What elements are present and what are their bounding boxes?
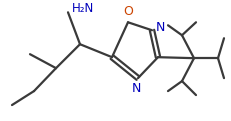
Text: N: N [155, 21, 165, 34]
Text: H₂N: H₂N [72, 2, 94, 15]
Text: N: N [131, 82, 140, 95]
Text: O: O [122, 5, 132, 18]
